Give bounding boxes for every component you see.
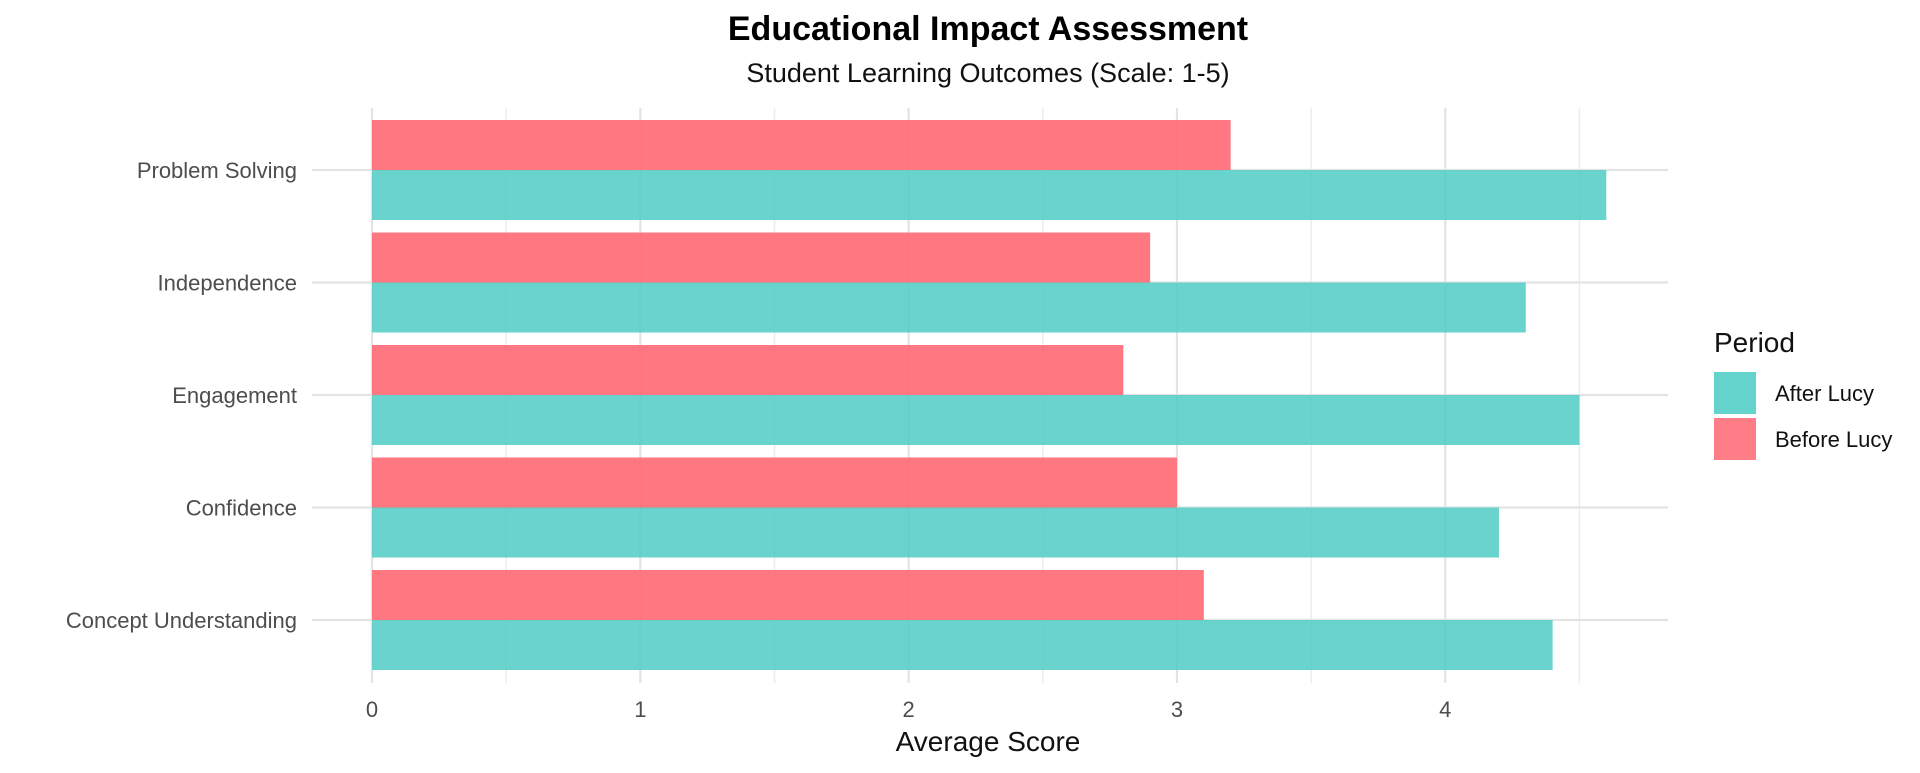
bar-before-concept-understanding — [372, 570, 1204, 620]
bar-after-independence — [372, 282, 1526, 333]
legend: Period After Lucy Before Lucy — [1714, 327, 1892, 460]
legend-items: After Lucy Before Lucy — [1714, 372, 1892, 460]
y-axis-labels: Problem Solving Independence Engagement Con… — [66, 158, 297, 633]
bar-after-engagement — [372, 395, 1580, 445]
x-tick-label: 0 — [366, 697, 378, 722]
chart-title: Educational Impact Assessment — [728, 10, 1248, 48]
legend-label: Before Lucy — [1775, 427, 1892, 452]
legend-swatch — [1714, 418, 1756, 460]
chart-subtitle: Student Learning Outcomes (Scale: 1-5) — [746, 58, 1229, 88]
y-tick-label: Independence — [158, 271, 297, 296]
bar-before-confidence — [372, 457, 1177, 508]
legend-swatch — [1714, 372, 1756, 414]
x-axis-labels: 0 1 2 3 4 — [366, 697, 1452, 722]
bars — [372, 120, 1607, 670]
y-tick-label: Confidence — [186, 496, 297, 521]
y-tick-label: Problem Solving — [137, 158, 297, 183]
bar-before-independence — [372, 232, 1151, 283]
bar-after-problem-solving — [372, 170, 1607, 220]
bar-before-problem-solving — [372, 120, 1231, 170]
x-tick-label: 2 — [903, 697, 915, 722]
legend-title: Period — [1714, 327, 1795, 358]
x-axis-title: Average Score — [896, 726, 1081, 757]
y-tick-label: Concept Understanding — [66, 608, 297, 633]
x-tick-label: 4 — [1439, 697, 1451, 722]
x-tick-label: 3 — [1171, 697, 1183, 722]
x-tick-label: 1 — [634, 697, 646, 722]
legend-label: After Lucy — [1775, 381, 1874, 406]
y-tick-label: Engagement — [172, 383, 297, 408]
bar-after-confidence — [372, 507, 1499, 558]
bar-before-engagement — [372, 345, 1124, 395]
bar-after-concept-understanding — [372, 620, 1553, 670]
